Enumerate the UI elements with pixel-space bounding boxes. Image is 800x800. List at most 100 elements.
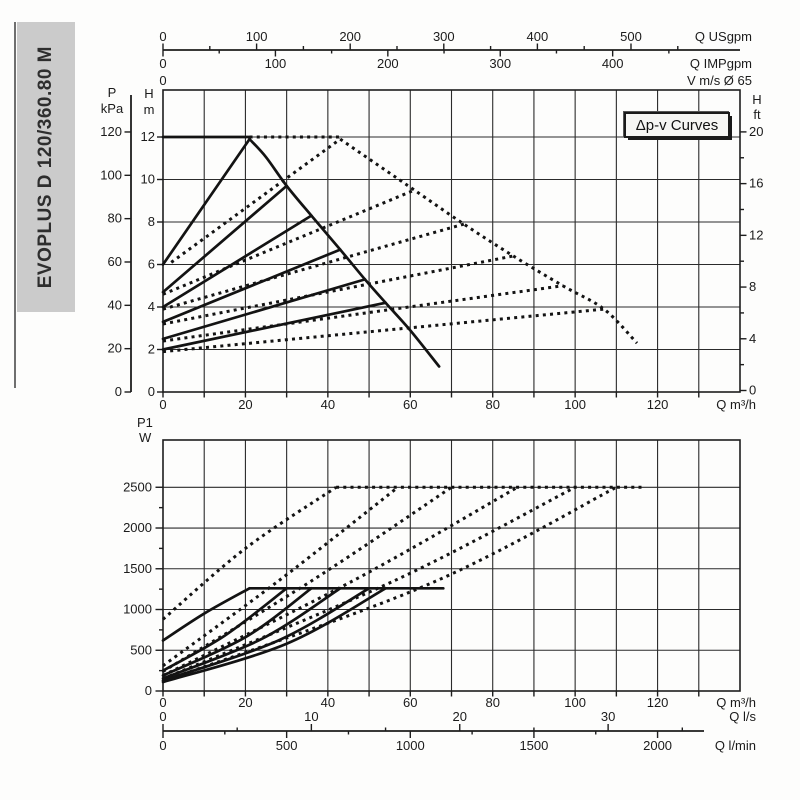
page-edge-line (14, 22, 16, 388)
curve-dpv-line-1 (161, 137, 251, 266)
lmin-tick-label: 2000 (643, 738, 672, 753)
curve-dpv-line-3 (161, 214, 313, 309)
curve-power-parallel-4 (162, 485, 519, 677)
head-ft-tick-label: 12 (749, 227, 763, 242)
curve-dpv-line-2 (161, 184, 288, 294)
m3h-tick-label: 100 (564, 695, 586, 710)
ls-tick-label: 30 (601, 709, 615, 724)
head-m-tick-label: 10 (141, 172, 155, 187)
ls-tick-label: 0 (159, 709, 166, 724)
curve-parallel-envelope (339, 137, 639, 345)
power-tick-label: 2000 (123, 520, 152, 535)
kpa-tick-label: 120 (100, 124, 122, 139)
m3h-tick-label: 60 (403, 695, 417, 710)
power-tick-label: 1500 (123, 561, 152, 576)
m3h-tick-label: 20 (238, 695, 252, 710)
ls-axis-title: Q l/s (729, 709, 756, 724)
head-m-tick-label: 6 (148, 257, 155, 272)
kpa-tick-label: 60 (108, 254, 122, 269)
dpv-curves-badge: Δp-v Curves (624, 112, 730, 138)
impgpm-tick-label: 200 (377, 56, 399, 71)
m3h-tick-label: 80 (485, 397, 499, 412)
impgpm-axis-title: Q IMPgpm (690, 56, 752, 71)
usgpm-tick-label: 100 (246, 29, 268, 44)
impgpm-tick-label: 100 (265, 56, 287, 71)
usgpm-tick-label: 500 (620, 29, 642, 44)
kpa-tick-label: 40 (108, 297, 122, 312)
m3h-axis-title: Q m³/h (716, 397, 756, 412)
curve-dpv-line-6 (161, 301, 387, 351)
curve-parallel-line-5 (162, 284, 563, 343)
lmin-tick-label: 500 (276, 738, 298, 753)
curve-power-parallel-2 (162, 486, 399, 667)
ls-tick-label: 10 (304, 709, 318, 724)
m3h-tick-label: 120 (647, 397, 669, 412)
power-header: P1 (137, 415, 153, 430)
curve-dpv-line-5 (161, 278, 367, 341)
head-curves (161, 135, 639, 368)
m3h-tick-label: 100 (564, 397, 586, 412)
m3h-tick-label: 40 (321, 695, 335, 710)
velocity-zero-label: 0 (159, 73, 166, 88)
head-ft-header: H (752, 92, 761, 107)
power-tick-label: 500 (130, 642, 152, 657)
kpa-tick-label: 100 (100, 167, 122, 182)
usgpm-tick-label: 0 (159, 29, 166, 44)
kpa-header: kPa (101, 101, 124, 116)
curve-power-parallel-5 (162, 485, 576, 681)
lmin-tick-label: 1000 (396, 738, 425, 753)
kpa-tick-label: 0 (115, 384, 122, 399)
head-m-axis: Hm 12 10 8 6 4 2 0 (141, 86, 163, 399)
impgpm-tick-label: 300 (489, 56, 511, 71)
head-ft-axis: Hft 20 16 12 8 4 0 (740, 92, 763, 398)
curve-power-6 (161, 586, 387, 684)
m3h-tick-label: 0 (159, 397, 166, 412)
power-axis: P1W 2500 2000 1500 1000 500 0 (123, 415, 163, 698)
curve-parallel-line-2 (162, 188, 415, 296)
m3h-tick-label: 60 (403, 397, 417, 412)
curve-parallel-line-1 (170, 137, 342, 264)
curve-power-parallel-1 (162, 486, 337, 621)
velocity-axis-title: V m/s Ø 65 (687, 73, 752, 88)
pump-model-label: EVOPLUS D 120/360.80 M (35, 45, 56, 289)
curve-parallel-line-3 (162, 222, 465, 311)
pump-model-strip: EVOPLUS D 120/360.80 M (17, 22, 75, 312)
m3h-tick-label: 0 (159, 695, 166, 710)
curve-power-parallel-6 (162, 485, 618, 683)
head-m-tick-label: 2 (148, 342, 155, 357)
usgpm-tick-label: 400 (527, 29, 549, 44)
m3h-axis-title: Q m³/h (716, 695, 756, 710)
head-m-tick-label: 12 (141, 129, 155, 144)
m3h-tick-label: 80 (485, 695, 499, 710)
curve-parallel-line-6 (162, 307, 605, 354)
curve-power-3 (161, 586, 313, 677)
head-m-tick-label: 8 (148, 214, 155, 229)
impgpm-tick-label: 400 (602, 56, 624, 71)
head-ft-tick-label: 16 (749, 176, 763, 191)
kpa-header: P (108, 85, 117, 100)
power-chart (162, 439, 741, 692)
top-flow-axes: 0 100 200 300 400 500 Q USgpm 0 100 200 300 400 Q IM… (159, 29, 752, 88)
usgpm-axis-title: Q USgpm (695, 29, 752, 44)
head-ft-tick-label: 20 (749, 124, 763, 139)
kpa-tick-label: 20 (108, 341, 122, 356)
m3h-tick-label: 120 (647, 695, 669, 710)
usgpm-tick-label: 300 (433, 29, 455, 44)
curve-dpv-line-4 (161, 248, 342, 324)
head-ft-tick-label: 8 (749, 279, 756, 294)
impgpm-tick-label: 0 (159, 56, 166, 71)
lmin-axis-title: Q l/min (715, 738, 756, 753)
power-x-axis: 0 20 40 60 80 100 120 Q m³/h (159, 691, 756, 710)
curve-power-1 (161, 586, 251, 642)
head-ft-header: ft (753, 107, 761, 122)
dpv-curves-label: Δp-v Curves (635, 116, 719, 134)
head-m-tick-label: 0 (148, 384, 155, 399)
curve-parallel-line-4 (162, 254, 514, 326)
lmin-tick-label: 1500 (519, 738, 548, 753)
ls-tick-label: 20 (453, 709, 467, 724)
curve-max-speed-envelope (248, 137, 441, 368)
ls-lmin-axes: 0 10 20 30 Q l/s 0 500 1000 1500 2000 Q l/min (159, 709, 756, 753)
curve-power-parallel-3 (162, 486, 453, 673)
